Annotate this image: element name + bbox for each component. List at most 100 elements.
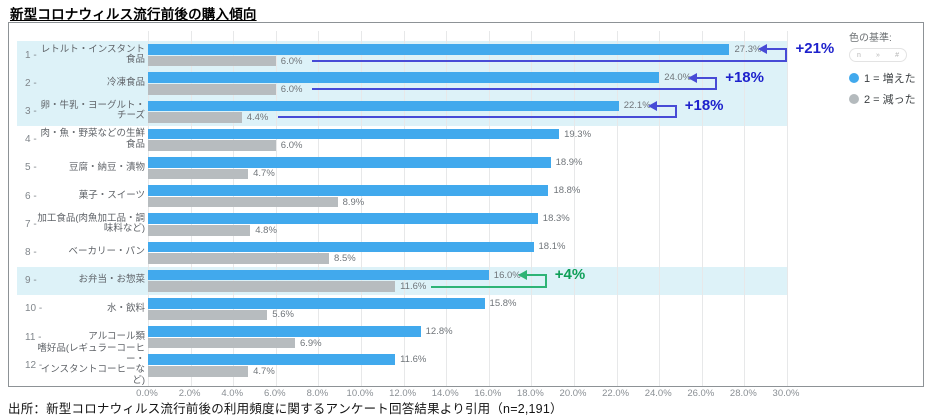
row-category-label: 冷凍食品 xyxy=(106,77,145,89)
row-rank: 3 - xyxy=(25,105,37,117)
bar-increased[interactable] xyxy=(148,185,549,196)
bar-decreased[interactable] xyxy=(148,309,268,321)
row-rank: 6 - xyxy=(25,190,37,202)
row-rank: 12 - xyxy=(25,359,43,371)
annotation-line-top xyxy=(656,104,677,107)
legend-chip-mid: » xyxy=(876,51,880,59)
row-category-label: ベーカリー・パン xyxy=(68,246,145,258)
row-rank: 1 - xyxy=(25,49,37,61)
gridline xyxy=(190,31,192,386)
bar-increased[interactable] xyxy=(148,241,534,253)
bar-decreased[interactable] xyxy=(148,55,276,67)
bar-increased[interactable] xyxy=(148,100,619,112)
x-axis-tick-label: 28.0% xyxy=(729,388,757,399)
annotation-arrowhead-icon xyxy=(647,100,657,111)
legend-panel: 色の基準: n » # 1 = 増えた 2 = 減った xyxy=(849,29,923,112)
row-category-label: 卵・牛乳・ヨーグルト・チーズ xyxy=(40,99,145,122)
bar-decreased[interactable] xyxy=(148,225,251,236)
legend-dot-increased-icon xyxy=(849,73,859,83)
bar-increased-value: 18.8% xyxy=(553,185,581,196)
bar-increased[interactable] xyxy=(148,298,485,309)
x-axis-tick-label: 8.0% xyxy=(306,388,329,399)
bar-increased[interactable] xyxy=(148,128,560,140)
legend-dot-decreased-icon xyxy=(849,94,859,104)
legend-label-decreased: 2 = 減った xyxy=(864,94,916,106)
annotation-arrowhead-icon xyxy=(688,72,698,83)
row-category-label: 豆腐・納豆・漬物 xyxy=(68,161,145,173)
row-rank: 9 - xyxy=(25,275,37,287)
gridline xyxy=(148,31,149,386)
row-category-label: レトルト・インスタント食品 xyxy=(40,43,145,66)
bar-decreased[interactable] xyxy=(148,84,276,95)
annotation-arrowhead-icon xyxy=(758,44,768,55)
row-rank: 5 - xyxy=(25,162,37,174)
bar-decreased[interactable] xyxy=(148,337,295,349)
bar-decreased-value: 6.0% xyxy=(280,83,303,95)
row-category-label: お弁当・お惣菜 xyxy=(78,274,145,286)
bar-decreased-value: 8.5% xyxy=(334,252,356,264)
legend-label-increased: 1 = 増えた xyxy=(864,73,916,85)
legend-filter-chip[interactable]: n » # xyxy=(849,48,907,62)
bar-increased-value: 11.6% xyxy=(400,354,427,366)
bar-decreased[interactable] xyxy=(148,196,338,208)
x-axis-tick-label: 26.0% xyxy=(687,388,715,399)
x-axis-tick-label: 6.0% xyxy=(263,388,286,399)
bar-decreased-value: 11.6% xyxy=(400,281,427,293)
annotation-arrowhead-icon xyxy=(517,270,527,280)
bar-decreased-value: 6.0% xyxy=(280,55,303,67)
bar-increased-value: 24.0% xyxy=(664,72,692,84)
annotation-line-bottom xyxy=(277,116,677,119)
bar-decreased[interactable] xyxy=(148,112,242,123)
row-category-label: 菓子・スイーツ xyxy=(78,189,145,201)
bar-decreased-value: 6.0% xyxy=(280,140,303,152)
x-axis-tick-label: 2.0% xyxy=(178,388,201,399)
bar-increased[interactable] xyxy=(148,213,538,224)
x-axis-tick-label: 12.0% xyxy=(389,388,417,399)
gridline xyxy=(616,31,618,386)
bar-decreased[interactable] xyxy=(148,253,330,264)
bar-decreased-value: 5.6% xyxy=(272,309,294,321)
bar-increased-value: 18.1% xyxy=(538,241,566,253)
gridline xyxy=(531,31,533,386)
bar-decreased[interactable] xyxy=(148,366,249,377)
x-axis-tick-label: 14.0% xyxy=(431,388,459,399)
bar-decreased-value: 6.9% xyxy=(299,337,322,349)
annotation-line-bottom xyxy=(431,285,547,288)
bar-decreased[interactable] xyxy=(148,168,249,180)
annotation-line-vertical xyxy=(715,76,718,91)
bar-decreased-value: 4.7% xyxy=(253,168,275,180)
bar-decreased-value: 8.9% xyxy=(342,196,365,208)
bar-decreased-value: 4.7% xyxy=(253,365,275,377)
legend-chip-left: n xyxy=(857,51,861,59)
bar-decreased[interactable] xyxy=(148,140,276,151)
annotation-line-top xyxy=(697,76,718,79)
row-category-label: 加工食品(肉魚加工品・調 味料など) xyxy=(37,212,145,235)
annotation-line-vertical xyxy=(544,274,547,288)
bar-increased-value: 16.0% xyxy=(493,269,521,281)
annotation-line-bottom xyxy=(311,88,718,91)
row-category-label: 水・飲料 xyxy=(106,302,145,314)
x-axis-tick-label: 30.0% xyxy=(772,388,800,399)
bar-increased-value: 27.3% xyxy=(734,44,762,55)
bar-increased-value: 18.3% xyxy=(542,213,570,225)
gridline xyxy=(403,31,405,386)
bar-increased[interactable] xyxy=(148,157,551,168)
x-axis-tick-label: 20.0% xyxy=(559,388,587,399)
gridline xyxy=(787,31,788,386)
row-category-label: 肉・魚・野菜などの生鮮食品 xyxy=(40,128,145,150)
legend-item-increased[interactable]: 1 = 増えた xyxy=(849,70,923,86)
source-note: 出所：新型コロナウィルス流行前後の利用頻度に関するアンケート回答結果より引用（n… xyxy=(8,402,563,416)
x-axis-tick-label: 16.0% xyxy=(474,388,502,399)
row-category-label: アルコール類 xyxy=(88,330,145,342)
x-axis-tick-label: 10.0% xyxy=(346,388,374,399)
bar-increased[interactable] xyxy=(148,354,396,365)
bar-increased[interactable] xyxy=(148,326,421,337)
bar-decreased[interactable] xyxy=(148,281,396,292)
legend-item-decreased[interactable]: 2 = 減った xyxy=(849,91,923,107)
bar-decreased-value: 4.8% xyxy=(255,224,277,236)
bar-increased[interactable] xyxy=(148,44,730,55)
bar-increased[interactable] xyxy=(148,72,660,83)
annotation-label: +4% xyxy=(554,266,586,283)
bar-increased[interactable] xyxy=(148,269,489,281)
